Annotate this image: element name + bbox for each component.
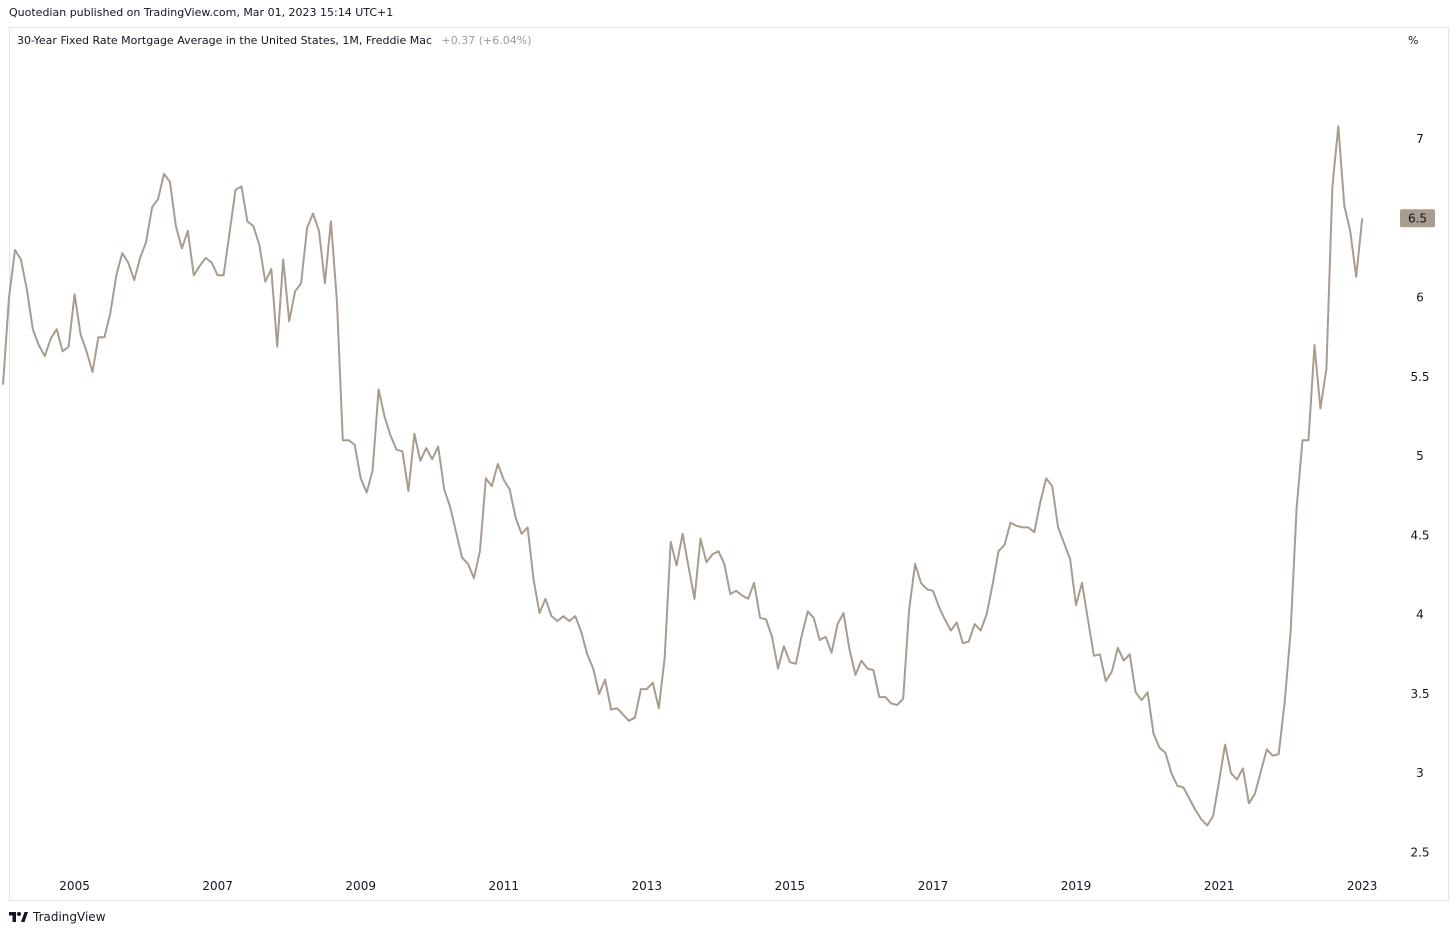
tradingview-logo-icon	[9, 912, 28, 922]
y-axis-unit: %	[1408, 34, 1419, 47]
y-tick-label: 4	[1416, 608, 1424, 622]
y-tick-label: 7	[1416, 132, 1424, 146]
y-tick-label: 2.5	[1410, 845, 1429, 859]
x-tick-label: 2021	[1204, 879, 1235, 893]
y-tick-label: 3	[1416, 766, 1424, 780]
y-tick-label: 5	[1416, 449, 1424, 463]
y-tick-label: 6	[1416, 291, 1424, 305]
x-tick-label: 2023	[1347, 879, 1378, 893]
series-line	[2, 125, 1364, 827]
footer[interactable]: TradingView	[9, 910, 106, 924]
series-title: 30-Year Fixed Rate Mortgage Average in t…	[17, 34, 433, 47]
x-tick-label: 2015	[775, 879, 806, 893]
x-tick-label: 2007	[202, 879, 233, 893]
y-tick-label: 4.5	[1410, 528, 1429, 542]
series-change: +0.37 (+6.04%)	[441, 34, 532, 47]
x-tick-label: 2019	[1061, 879, 1092, 893]
x-tick-label: 2009	[345, 879, 376, 893]
x-tick-label: 2005	[59, 879, 90, 893]
tradingview-brand: TradingView	[33, 910, 106, 924]
x-tick-label: 2013	[632, 879, 663, 893]
publish-caption: Quotedian published on TradingView.com, …	[9, 6, 394, 19]
x-tick-label: 2017	[918, 879, 949, 893]
y-tick-label: 3.5	[1410, 687, 1429, 701]
series-legend[interactable]: 30-Year Fixed Rate Mortgage Average in t…	[17, 34, 532, 47]
last-value-label: 6.5	[1408, 211, 1427, 225]
x-tick-label: 2011	[488, 879, 519, 893]
last-value-badge	[1400, 209, 1435, 228]
y-tick-label: 5.5	[1410, 370, 1429, 384]
chart-frame[interactable]	[9, 27, 1449, 901]
